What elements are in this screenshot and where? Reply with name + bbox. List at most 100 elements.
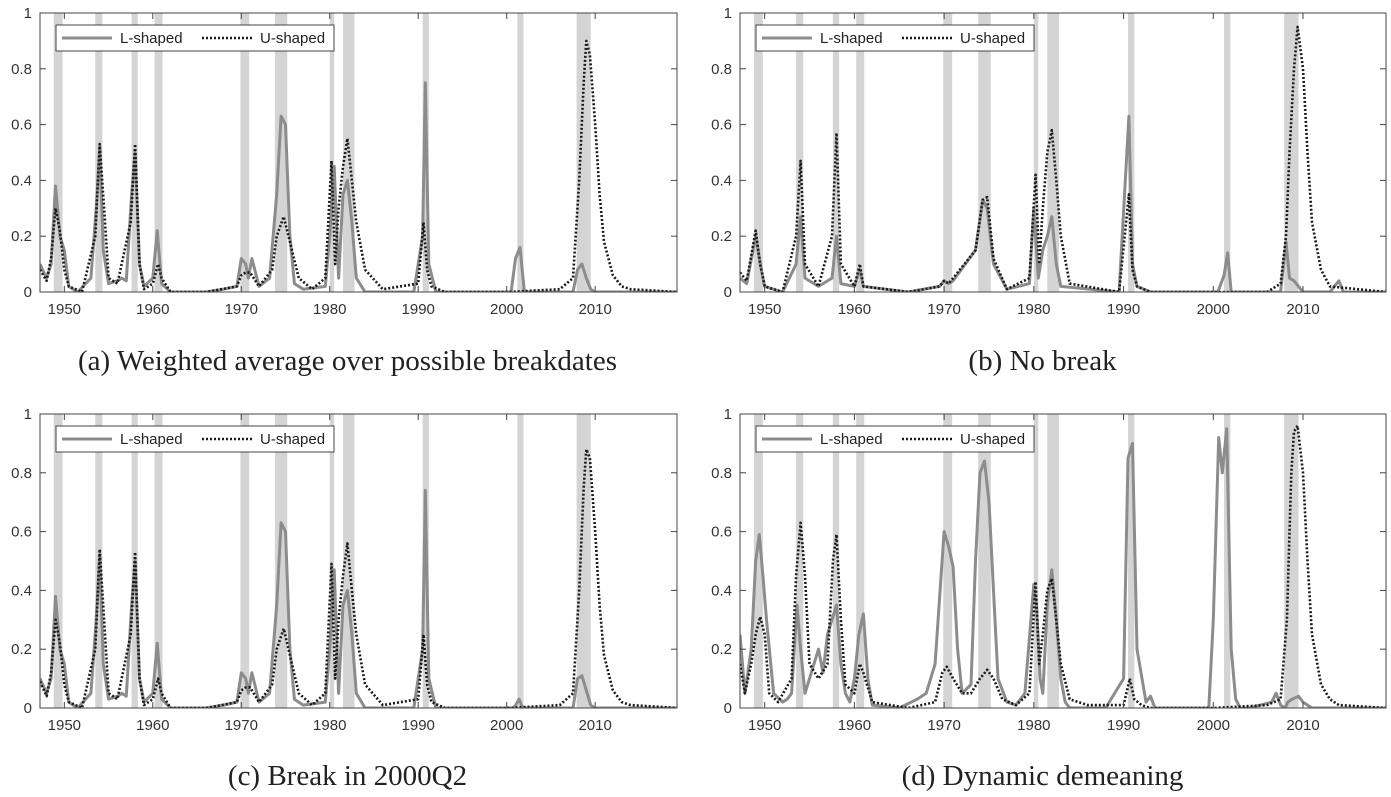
chart-d-legend-label-u-shaped: U-shaped (960, 431, 1025, 448)
chart-b-y-tick-label: 0.2 (711, 228, 732, 245)
chart-a-y-tick-label: 0.2 (11, 228, 32, 245)
chart-c-legend-label-u-shaped: U-shaped (260, 431, 325, 448)
chart-a-y-tick-label: 0.8 (11, 61, 32, 78)
chart-b-caption: (b) No break (968, 345, 1117, 377)
chart-a-x-tick-label: 2010 (578, 301, 611, 318)
chart-d-series-l-shaped (740, 427, 1386, 708)
chart-b-recession-band (796, 13, 804, 292)
chart-a-recession-band (329, 13, 335, 292)
chart-d-x-tick-label: 2010 (1286, 717, 1319, 734)
chart-d-recession-band (796, 414, 804, 708)
chart-d-x-tick-label: 1990 (1107, 717, 1140, 734)
chart-b-x-tick-label: 1990 (1107, 301, 1140, 318)
chart-d-y-tick-label: 0.4 (711, 582, 732, 599)
chart-b-y-tick-label: 1 (724, 5, 732, 22)
chart-d-y-tick-label: 0.6 (711, 524, 732, 541)
chart-d-y-tick-label: 0.2 (711, 641, 732, 658)
chart-b-recession-band (1047, 13, 1059, 292)
chart-c-x-tick-label: 1950 (48, 717, 81, 734)
chart-d-recession-band (856, 414, 865, 708)
chart-d-x-tick-label: 1970 (927, 717, 960, 734)
chart-c-recession-band (274, 414, 288, 708)
chart-d-x-tick-label: 1960 (838, 717, 871, 734)
chart-c-frame (39, 413, 678, 709)
chart-c-recession-band (576, 414, 591, 708)
chart-a-series-group (40, 39, 677, 292)
chart-a-series-l-shaped (40, 81, 677, 292)
chart-a-recession-band (576, 13, 591, 292)
chart-d-plot-area (740, 414, 1386, 708)
chart-a-series-u-shaped (40, 39, 677, 292)
chart-a-legend-label-l-shaped: L-shaped (120, 30, 183, 47)
chart-d-x-tick-label: 2000 (1197, 717, 1230, 734)
chart-panel-b: 1950 1960 1970 1980 1990 2000 2010 0 0.2 0.4 0.6 0.… (695, 0, 1390, 398)
chart-c-plot: 1950 1960 1970 1980 1990 2000 2010 0 0.2 0.4 0.6 0.… (11, 406, 678, 734)
chart-b-series-group (740, 25, 1386, 292)
chart-a-plot: 1950 1960 1970 1980 1990 2000 2010 0 0.2 0.4 0.6 0.… (11, 5, 678, 318)
chart-d-recession-band (1224, 414, 1231, 708)
chart-c-x-tick-label: 1960 (136, 717, 169, 734)
chart-a-frame (39, 12, 678, 293)
chart-b-legend-label-l-shaped: L-shaped (820, 30, 883, 47)
chart-c-x-tick-label: 1980 (313, 717, 346, 734)
chart-d-recession-band (943, 414, 953, 708)
chart-a-recession-band (154, 13, 163, 292)
chart-a-plot-area (40, 13, 677, 292)
chart-c-plot-area (40, 414, 677, 708)
chart-a-x-tick-label: 2000 (490, 301, 523, 318)
chart-b-legend: L-shaped U-shaped (755, 24, 1035, 52)
chart-b-x-tick-label: 2010 (1286, 301, 1319, 318)
chart-d-x-tick-label: 1980 (1017, 717, 1050, 734)
chart-b-x-tick-label: 1960 (838, 301, 871, 318)
chart-d-caption: (d) Dynamic demeaning (901, 760, 1184, 792)
chart-c-y-tick-label: 0.8 (11, 465, 32, 482)
chart-a-y-tick-label: 0.6 (11, 117, 32, 134)
chart-b-y-tick-label: 0 (724, 284, 732, 301)
chart-d-recession-band (1033, 414, 1039, 708)
chart-c-recession-band (329, 414, 335, 708)
chart-b-recession-band (1033, 13, 1039, 292)
chart-c-y-tick-label: 0.6 (11, 524, 32, 541)
chart-d-y-tick-label: 0.8 (711, 465, 732, 482)
chart-c-recession-band (517, 414, 524, 708)
chart-b-legend-label-u-shaped: U-shaped (960, 30, 1025, 47)
chart-c-series-l-shaped (40, 488, 677, 708)
chart-c-legend-label-l-shaped: L-shaped (120, 431, 183, 448)
chart-d-frame (739, 413, 1387, 709)
chart-c-y-tick-label: 1 (24, 406, 32, 423)
chart-d-y-tick-label: 0 (724, 700, 732, 717)
chart-c-y-tick-label: 0.2 (11, 641, 32, 658)
chart-b-y-tick-label: 0.4 (711, 172, 732, 189)
chart-b-x-tick-label: 1950 (748, 301, 781, 318)
chart-a-x-tick-label: 1950 (48, 301, 81, 318)
chart-b-y-tick-label: 0.8 (711, 61, 732, 78)
chart-b-series-l-shaped (740, 114, 1386, 292)
chart-a-recession-band (517, 13, 524, 292)
chart-a-x-tick-label: 1960 (136, 301, 169, 318)
chart-c-legend: L-shaped U-shaped (55, 425, 335, 453)
chart-a-legend: L-shaped U-shaped (55, 24, 335, 52)
chart-c-recession-band (154, 414, 163, 708)
chart-a-legend-label-u-shaped: U-shaped (260, 30, 325, 47)
chart-b-recession-band (1224, 13, 1231, 292)
chart-c-recession-band (53, 414, 63, 708)
chart-c-y-tick-label: 0.4 (11, 582, 32, 599)
chart-c-x-tick-label: 1970 (225, 717, 258, 734)
chart-d-x-tick-label: 1950 (748, 717, 781, 734)
chart-a-caption: (a) Weighted average over possible break… (77, 345, 618, 377)
chart-a-y-tick-label: 0.4 (11, 172, 32, 189)
chart-a-y-tick-label: 1 (24, 5, 32, 22)
chart-d-recession-band (1284, 414, 1299, 708)
chart-b-frame (739, 12, 1387, 293)
chart-d-legend-label-l-shaped: L-shaped (820, 431, 883, 448)
chart-a-x-tick-label: 1970 (225, 301, 258, 318)
chart-b-plot: 1950 1960 1970 1980 1990 2000 2010 0 0.2 0.4 0.6 0.… (711, 5, 1387, 318)
chart-b-x-tick-label: 1970 (927, 301, 960, 318)
chart-c-x-tick-label: 2010 (578, 717, 611, 734)
chart-c-series-u-shaped (40, 448, 677, 708)
chart-a-recession-band (53, 13, 63, 292)
chart-b-recession-band (856, 13, 865, 292)
chart-panel-d: 1950 1960 1970 1980 1990 2000 2010 0 0.2 0.4 0.6 0.… (695, 399, 1390, 797)
chart-d-recession-band (1047, 414, 1059, 708)
chart-b-series-u-shaped (740, 25, 1386, 292)
